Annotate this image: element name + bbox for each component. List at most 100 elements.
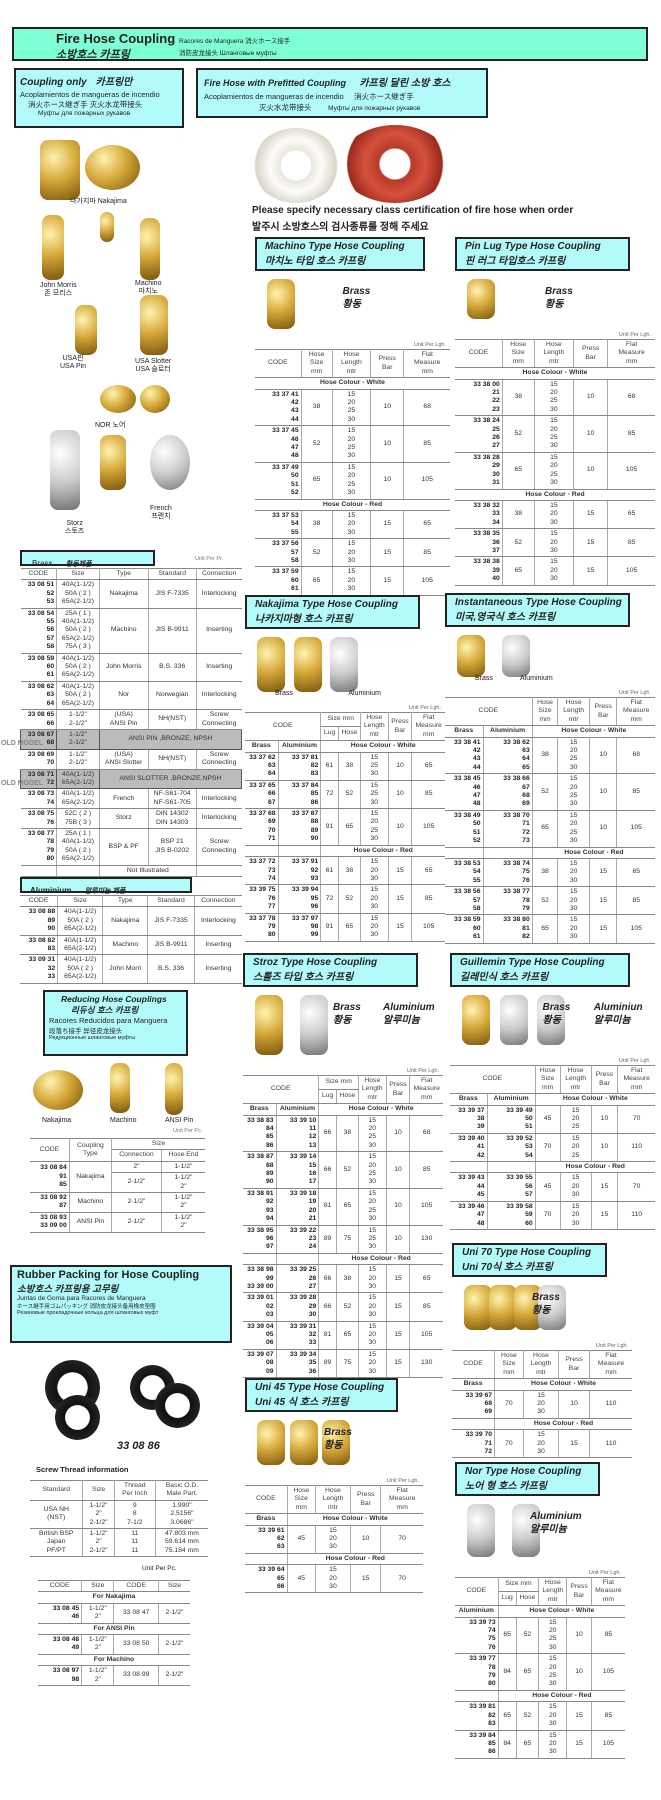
- table-cell: 65: [337, 912, 362, 942]
- table-cell: 85: [616, 773, 655, 811]
- material-label: Aluminium 알루미늄: [530, 1510, 582, 1536]
- table-cell: 15 20 25 30: [557, 809, 590, 848]
- table-cell: 33 38 45 46 47 48: [445, 773, 484, 811]
- table-cell: 15 20 30: [314, 1524, 351, 1554]
- nakajima-reducer-image: [33, 1070, 83, 1110]
- table-cell: 15: [385, 1292, 411, 1322]
- table-cell: 89: [318, 1348, 337, 1379]
- table-cell: ANSI SLOTTER ,BRONZE,NPSH: [98, 768, 243, 790]
- table-group-row: Hose Colour - Red: [243, 1252, 443, 1266]
- brass-coupling-image: [293, 637, 322, 692]
- storz-image: [50, 430, 80, 510]
- table-cell: 45: [534, 1104, 561, 1134]
- table-cell: 52: [515, 1616, 540, 1655]
- table-header-row: CODE Size Type Standard Connection: [20, 567, 242, 581]
- table-cell: 33 39 81 82 83: [455, 1701, 499, 1731]
- unit-label: Unit Per Lgh.: [618, 332, 651, 338]
- table-cell: Hose Size mm: [501, 338, 535, 369]
- table-cell: 33 39 14 15 16 17: [275, 1151, 320, 1189]
- product-images: Brass 황동: [245, 1412, 423, 1477]
- table-cell: [56, 865, 100, 878]
- material-en: Brass: [542, 1002, 571, 1013]
- table-cell: 38: [300, 509, 333, 540]
- old-model-label: OLD MODEL: [1, 779, 43, 787]
- table-cell: Hose Colour - Red: [318, 1252, 443, 1266]
- table-cell: 65: [501, 556, 535, 586]
- table-cell: 1-1/2" 2": [81, 1665, 115, 1687]
- section-title-ko: 미국,영국식 호스 카프링: [455, 612, 556, 623]
- table-cell: 85: [409, 1292, 443, 1322]
- table-cell: 33 08 69 70: [20, 748, 58, 770]
- table-cell: [450, 1161, 488, 1174]
- table-cell: 15: [590, 1172, 619, 1202]
- table-cell: 33 37 81 82 83: [277, 751, 322, 781]
- table-cell: 33 38 53 54 55: [445, 857, 484, 888]
- table-cell: 85: [590, 1701, 625, 1731]
- hose-coupling-section: Machino Type Hose Coupling 마치노 타입 호스 카프링 B…: [255, 237, 450, 596]
- table-header-row: Connection Hose End: [30, 1149, 205, 1162]
- table-cell: Hose Length mtr: [522, 1349, 560, 1380]
- table-cell: 91: [320, 808, 339, 846]
- table-cell: 70: [494, 1389, 524, 1419]
- table-cell: Brass: [445, 725, 484, 738]
- section-title-box: Stroz Type Hose Coupling 스톨즈 타입 호스 카프링: [243, 953, 418, 987]
- reducing-jp-cn: 段落ち接手 异径皮龙接头: [49, 1028, 123, 1035]
- table-cell: 70: [534, 1200, 561, 1230]
- table-cell: 10: [387, 751, 413, 781]
- rubber-box: Rubber Packing for Hose Coupling 소방호스 카프…: [10, 1265, 232, 1343]
- table-cell: Press Bar: [573, 338, 609, 369]
- table-cell: 15 20 25 30: [331, 425, 372, 463]
- data-table: CODE Coupling Type Size Connection Hose End 3…: [30, 1137, 205, 1233]
- material-ko: 알루미늄: [530, 1524, 567, 1535]
- table-cell: 40A(1-1/2) 50A ( 2 ) 65A(2-1/2): [57, 954, 104, 984]
- section-table-container: CODE Size mm Hose Length mtr Press Bar Flat …: [243, 1074, 443, 1379]
- image-caption: Machino: [110, 1117, 137, 1124]
- table-cell: 15 20 25 30: [533, 415, 575, 453]
- table-cell: 65: [515, 1653, 540, 1691]
- table-cell: 65: [335, 1320, 360, 1350]
- table-cell: 33 38 24 25 26 27: [455, 415, 503, 453]
- table-row: 33 39 37 38 39 33 39 49 50 51 45 15 20 25 10…: [450, 1104, 655, 1134]
- table-cell: 52: [300, 538, 333, 568]
- table-cell: Hose Length mtr: [559, 1064, 592, 1095]
- table-cell: 1-1/2" 2" 2-1/2": [82, 1528, 115, 1558]
- brass-unit: Unit Per Pr.: [195, 556, 224, 562]
- table-cell: 33 39 70 71 72: [452, 1429, 496, 1459]
- hose-coupling-section: Guillemin Type Hose Coupling 길레민식 호스 카프링 B…: [450, 953, 655, 1230]
- table-cell: 33 38 49 50 51 52: [445, 809, 484, 848]
- header-subtitle-2: 消防皮龙接头 Шланговые муфты: [179, 50, 277, 57]
- table-header-row: CODE Hose Size mm Hose Length mtr Press Bar…: [452, 1349, 632, 1380]
- table-cell: 15 20 30: [522, 1389, 560, 1419]
- data-table: CODE Size mm Hose Length mtr Press Bar Flat …: [243, 1074, 443, 1379]
- page-header: Fire Hose Coupling 소방호스 카프링 Racores de M…: [12, 27, 648, 61]
- table-cell: Size: [56, 567, 100, 581]
- table-row: 33 38 24 25 26 27 52 15 20 25 30 10 85: [455, 415, 655, 453]
- table-cell: CODE: [455, 1576, 499, 1607]
- table-cell: 33 39 10 11 12 13: [275, 1114, 320, 1153]
- section-table-container: CODE Hose Size mm Hose Length mtr Press Bar…: [245, 1484, 423, 1594]
- table-cell: CODE: [245, 711, 322, 742]
- table-row: 33 38 00 21 22 23 38 15 20 25 30 10 68: [455, 378, 655, 417]
- table-row: 33 38 32 33 34 38 15 20 30 15 65: [455, 499, 655, 530]
- aluminium-coupling-image: [538, 1285, 567, 1330]
- table-cell: 68: [607, 378, 655, 417]
- table-cell: John Morri: [102, 954, 149, 984]
- table-cell: Not Illustrated: [98, 865, 197, 878]
- table-row: 33 08 93 33 09 00 ANSI Pin 2-1/2" 1-1/2" 2": [30, 1211, 205, 1233]
- table-cell: Brass: [245, 1513, 288, 1526]
- table-cell: 65: [409, 1264, 443, 1294]
- table-cell: 70: [617, 1172, 655, 1202]
- table-cell: 85: [409, 1151, 443, 1189]
- table-row: 33 37 62 63 64 33 37 81 82 83 61 38 15 25 30…: [245, 751, 445, 781]
- section-title-ko: 핀 러그 타입호스 카프링: [465, 256, 566, 267]
- table-cell: CODE: [452, 1349, 496, 1380]
- section-table-container: CODE Hose Size mm Hose Length mtr Press Bar…: [255, 348, 450, 596]
- table-group-row: Brass Hose Colour - White: [245, 1513, 423, 1526]
- table-row: 33 37 59 60 61 65 15 20 30 15 105: [255, 566, 450, 596]
- aluminium-table-container: CODE Size Type Standard Connection 33 08 88 8…: [20, 894, 242, 984]
- section-table-container: CODE Hose Size mm Hose Length mtr Press Bar…: [452, 1349, 632, 1459]
- table-cell: Hose Colour - White: [318, 1103, 443, 1116]
- table-cell: NF-S61-704 NF-S61-705: [147, 788, 197, 810]
- material-en: Brass: [532, 1292, 560, 1303]
- table-cell: CODE: [243, 1074, 320, 1105]
